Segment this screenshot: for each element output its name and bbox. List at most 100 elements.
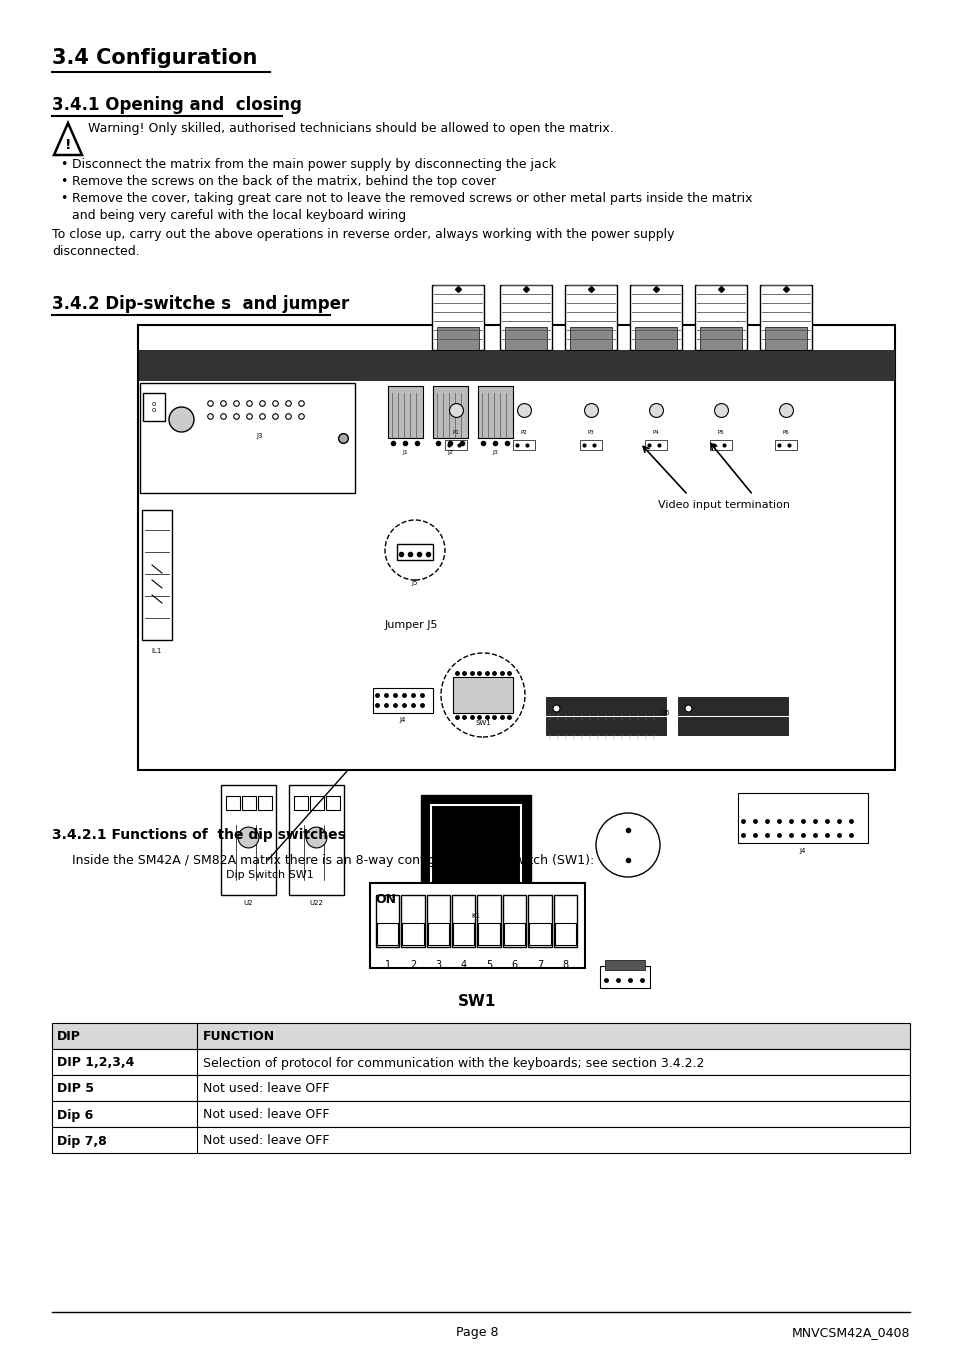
Text: Remove the cover, taking great care not to leave the removed screws or other met: Remove the cover, taking great care not … [71,192,752,205]
Text: Warning! Only skilled, authorised technicians should be allowed to open the matr: Warning! Only skilled, authorised techni… [88,122,613,135]
Text: 4: 4 [460,961,466,970]
Text: 8: 8 [561,961,568,970]
Text: Dip 7,8: Dip 7,8 [57,1135,107,1147]
Bar [709,440,731,450]
Bar [376,923,398,944]
Bar [52,1023,909,1048]
Bar [52,1101,909,1127]
Bar [140,382,355,493]
Text: FUNCTION: FUNCTION [203,1031,274,1043]
Bar [326,796,339,811]
Text: •: • [60,158,68,172]
Text: 6: 6 [511,961,517,970]
Text: Page 8: Page 8 [456,1325,497,1339]
Bar [738,793,867,843]
Bar [452,894,475,947]
Bar [420,794,531,905]
Bar [431,805,520,894]
Text: P6: P6 [781,430,788,435]
Bar [774,440,796,450]
Text: Not used: leave OFF: Not used: leave OFF [203,1082,329,1096]
Text: •: • [60,192,68,205]
Bar [444,440,467,450]
Bar [695,285,746,350]
Text: Disconnect the matrix from the main power supply by disconnecting the jack: Disconnect the matrix from the main powe… [71,158,556,172]
Bar [545,697,665,715]
Bar [52,1075,909,1101]
Bar [465,905,485,925]
Bar [528,894,551,947]
Bar [143,393,165,422]
Bar [401,894,424,947]
Bar [402,923,423,944]
Bar [142,509,172,640]
Bar [564,285,617,350]
Bar [700,327,741,350]
Text: P3: P3 [587,430,594,435]
Text: To close up, carry out the above operations in reverse order, always working wit: To close up, carry out the above operati… [52,228,674,240]
Text: Not used: leave OFF: Not used: leave OFF [203,1135,329,1147]
Bar [553,894,577,947]
Text: 3: 3 [435,961,441,970]
Bar [257,796,272,811]
Bar [554,923,576,944]
Text: ON: ON [375,893,395,907]
Text: U2: U2 [243,900,253,907]
Text: Video input termination: Video input termination [658,500,789,509]
Bar [396,544,433,561]
Text: DIP 5: DIP 5 [57,1082,94,1096]
Text: Remove the screws on the back of the matrix, behind the top cover: Remove the screws on the back of the mat… [71,176,496,188]
Bar [502,894,526,947]
Bar [294,796,308,811]
Text: Dip 6: Dip 6 [57,1109,93,1121]
Text: Jumper J5: Jumper J5 [385,620,438,630]
Text: 2: 2 [410,961,416,970]
Text: K1: K1 [471,913,480,919]
Bar [52,1127,909,1152]
Text: J1: J1 [402,450,408,455]
Text: Selection of protocol for communication with the keyboards; see section 3.4.2.2: Selection of protocol for communication … [203,1056,703,1070]
Bar [604,961,644,970]
Bar [477,386,513,438]
Bar [477,894,500,947]
Text: o
o: o o [152,400,156,413]
Text: J4: J4 [799,848,805,854]
Bar [760,285,811,350]
Text: P5: P5 [717,430,723,435]
Text: U1: U1 [591,740,599,744]
Text: 3.4.2.1 Functions of  the dip switches: 3.4.2.1 Functions of the dip switches [52,828,346,842]
Bar [453,677,513,713]
Text: J5: J5 [412,580,417,586]
Text: Dip Switch SW1: Dip Switch SW1 [226,870,314,880]
Text: IL1: IL1 [152,648,162,654]
Text: 3.4.2 Dip-switche s  and jumper: 3.4.2 Dip-switche s and jumper [52,295,349,313]
Bar [436,327,478,350]
Bar [513,440,535,450]
Text: disconnected.: disconnected. [52,245,139,258]
Bar [226,796,240,811]
Bar [453,923,474,944]
Bar [242,796,255,811]
Text: DIP 1,2,3,4: DIP 1,2,3,4 [57,1056,134,1070]
Text: DIP: DIP [57,1031,81,1043]
Text: J3: J3 [256,434,263,439]
Bar [221,785,275,894]
Text: 7: 7 [537,961,542,970]
Bar [545,717,665,735]
Bar [504,327,546,350]
Text: U22: U22 [309,900,323,907]
Bar [433,386,468,438]
Text: SW1: SW1 [457,994,496,1009]
Bar [499,285,552,350]
Text: P4: P4 [652,430,659,435]
Text: 3.4.1 Opening and  closing: 3.4.1 Opening and closing [52,96,301,113]
Bar [289,785,344,894]
Bar [52,1048,909,1075]
Text: 1: 1 [384,961,391,970]
Bar [678,717,787,735]
Text: !: ! [65,138,71,153]
Text: J3: J3 [492,450,497,455]
Bar [678,697,787,715]
Text: J2: J2 [447,450,453,455]
Bar [138,326,894,770]
